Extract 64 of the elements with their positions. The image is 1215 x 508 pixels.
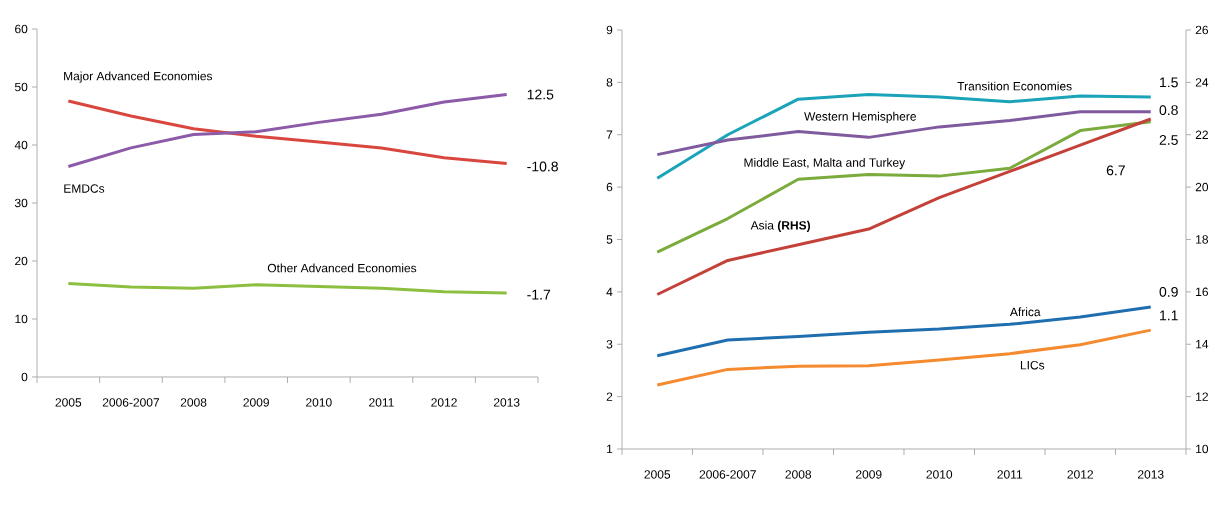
line-series — [655, 328, 1153, 387]
x-tick-label: 2013 — [1137, 470, 1164, 479]
x-tick-label: 2005 — [55, 398, 82, 407]
y-tick-label: 9 — [606, 25, 613, 35]
y-tick-label: 20 — [15, 256, 28, 266]
y-tick-label: 3 — [606, 339, 613, 349]
y2-tick-label: 14 — [1196, 340, 1209, 349]
series-label: Middle East, Malta and Turkey — [744, 157, 906, 170]
y-tick-label: 30 — [14, 198, 28, 208]
annotation: 1.5 — [1160, 77, 1178, 88]
line-series — [655, 110, 1153, 157]
line-series — [655, 92, 1153, 180]
y2-tick-label: 22 — [1195, 130, 1208, 139]
annotation: 2.5 — [1159, 135, 1178, 145]
y-tick-label: 7 — [606, 130, 613, 139]
x-tick-label: 2008 — [180, 398, 207, 407]
annotation: -1.7 — [527, 289, 551, 300]
x-tick-label: 2006-2007 — [102, 398, 160, 407]
line-series — [66, 282, 509, 295]
y-tick-label: 5 — [606, 235, 613, 244]
series-label: Africa — [1009, 307, 1041, 317]
y2-tick-label: 12 — [1196, 392, 1208, 401]
x-tick-label: 2008 — [785, 470, 812, 479]
series-label: LICs — [1020, 360, 1045, 370]
series-label: Asia (RHS) — [750, 220, 811, 232]
y-tick-label: 2 — [606, 392, 613, 401]
x-tick-label: 2010 — [306, 398, 332, 407]
line-series — [655, 305, 1153, 358]
y2-tick-label: 18 — [1196, 235, 1209, 244]
y2-tick-label: 16 — [1196, 287, 1209, 297]
x-tick-label: 2012 — [1067, 470, 1093, 479]
y2-tick-label: 10 — [1196, 444, 1209, 454]
annotation: 1.1 — [1160, 310, 1178, 321]
series-label: EMDCs — [64, 184, 105, 193]
x-tick-label: 2009 — [856, 470, 882, 479]
x-tick-label: 2013 — [493, 398, 520, 407]
y-tick-label: 8 — [606, 78, 613, 87]
series-label: Other Advanced Economies — [267, 263, 417, 273]
x-tick-label: 2010 — [926, 470, 953, 479]
y2-tick-label: 20 — [1195, 182, 1209, 192]
x-tick-label: 2011 — [369, 398, 394, 407]
y2-tick-label: 26 — [1195, 25, 1209, 35]
annotation: -10.8 — [527, 161, 558, 172]
x-tick-label: 2011 — [997, 470, 1023, 479]
y-tick-label: 0 — [21, 372, 28, 382]
y-tick-label: 60 — [15, 24, 28, 34]
annotation: 0.9 — [1159, 286, 1178, 297]
annotation: 6.7 — [1106, 165, 1125, 176]
y-tick-label: 4 — [606, 287, 613, 296]
series-label: Major Advanced Economies — [64, 71, 213, 83]
y-tick-label: 1 — [607, 444, 613, 454]
series-label: Transition Economies — [957, 81, 1072, 91]
y-tick-label: 6 — [606, 182, 613, 192]
annotation: 12.5 — [527, 89, 554, 100]
y-tick-label: 10 — [15, 314, 28, 324]
y-tick-label: 40 — [14, 140, 28, 150]
x-tick-label: 2012 — [431, 398, 457, 407]
y-tick-label: 50 — [14, 82, 28, 92]
x-tick-label: 2005 — [644, 470, 671, 479]
y2-tick-label: 24 — [1195, 78, 1209, 87]
annotation: 0.8 — [1159, 105, 1178, 116]
series-label: Western Hemisphere — [804, 111, 916, 124]
x-tick-label: 2009 — [243, 398, 269, 407]
x-tick-label: 2006-2007 — [699, 470, 756, 479]
